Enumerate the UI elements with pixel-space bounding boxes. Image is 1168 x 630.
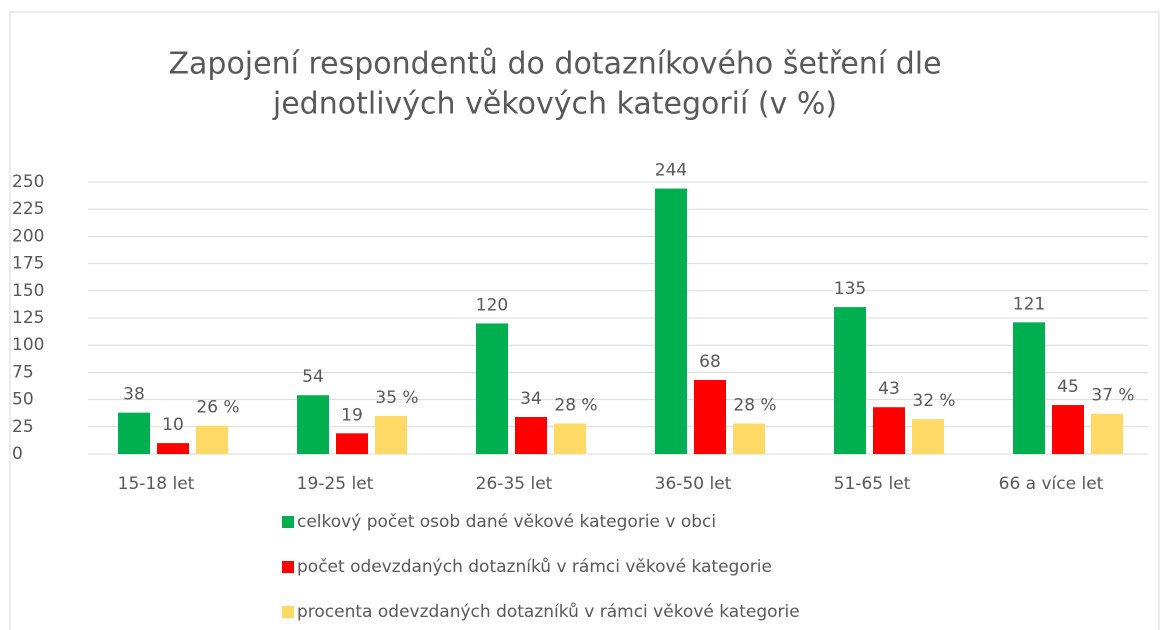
- y-tick-label: 25: [12, 417, 34, 437]
- chart-title: Zapojení respondentů do dotazníkového še…: [168, 47, 941, 82]
- x-tick-label: 51-65 let: [834, 474, 911, 494]
- data-label: 32 %: [912, 391, 955, 411]
- legend-label: procenta odevzdaných dotazníků v rámci v…: [297, 602, 800, 622]
- bar: [196, 425, 228, 454]
- bar: [912, 419, 944, 454]
- data-label: 38: [123, 385, 145, 405]
- bar: [655, 188, 687, 454]
- bar: [157, 443, 189, 454]
- x-tick-label: 36-50 let: [655, 474, 732, 494]
- x-tick-label: 15-18 let: [118, 474, 195, 494]
- bar: [1013, 322, 1045, 454]
- bar: [476, 323, 508, 454]
- data-label: 68: [699, 352, 721, 372]
- chart-frame: [9, 11, 1160, 630]
- y-tick-label: 150: [12, 281, 44, 301]
- y-tick-label: 100: [12, 335, 44, 355]
- data-label: 34: [520, 389, 542, 409]
- data-label: 43: [878, 379, 900, 399]
- y-tick-label: 225: [12, 199, 44, 219]
- data-label: 121: [1013, 294, 1045, 314]
- y-tick-label: 175: [12, 254, 44, 274]
- data-label: 54: [302, 367, 324, 387]
- bar: [873, 407, 905, 454]
- legend-swatch: [282, 516, 294, 528]
- y-tick-label: 125: [12, 308, 44, 328]
- bar: [1052, 405, 1084, 454]
- x-tick-label: 19-25 let: [297, 474, 374, 494]
- x-tick-label: 26-35 let: [476, 474, 553, 494]
- legend-label: celkový počet osob dané věkové kategorie…: [297, 512, 716, 532]
- y-tick-label: 200: [12, 226, 44, 246]
- data-label: 244: [655, 161, 687, 181]
- data-label: 19: [341, 405, 363, 425]
- data-label: 37 %: [1091, 386, 1134, 406]
- bar: [297, 395, 329, 454]
- data-label: 45: [1057, 377, 1079, 397]
- data-label: 28 %: [733, 396, 776, 416]
- bar: [336, 433, 368, 454]
- legend-label: počet odevzdaných dotazníků v rámci věko…: [297, 557, 772, 577]
- data-label: 26 %: [196, 398, 239, 418]
- chart-title: jednotlivých věkových kategorií (v %): [272, 87, 837, 122]
- bar: [515, 417, 547, 454]
- y-tick-label: 50: [12, 390, 34, 410]
- bar: [118, 412, 150, 454]
- y-tick-label: 250: [12, 172, 44, 192]
- legend-swatch: [282, 606, 294, 618]
- y-tick-label: 0: [12, 444, 23, 464]
- bar: [733, 423, 765, 454]
- data-label: 35 %: [375, 388, 418, 408]
- legend-swatch: [282, 561, 294, 573]
- x-tick-label: 66 a více let: [999, 474, 1104, 494]
- data-label: 120: [476, 295, 508, 315]
- bar: [554, 423, 586, 454]
- bar: [1091, 413, 1123, 454]
- bar: [694, 380, 726, 454]
- data-label: 135: [834, 279, 866, 299]
- bar: [375, 415, 407, 454]
- data-label: 10: [162, 415, 184, 435]
- data-label: 28 %: [554, 396, 597, 416]
- y-tick-label: 75: [12, 362, 34, 382]
- bar: [834, 307, 866, 454]
